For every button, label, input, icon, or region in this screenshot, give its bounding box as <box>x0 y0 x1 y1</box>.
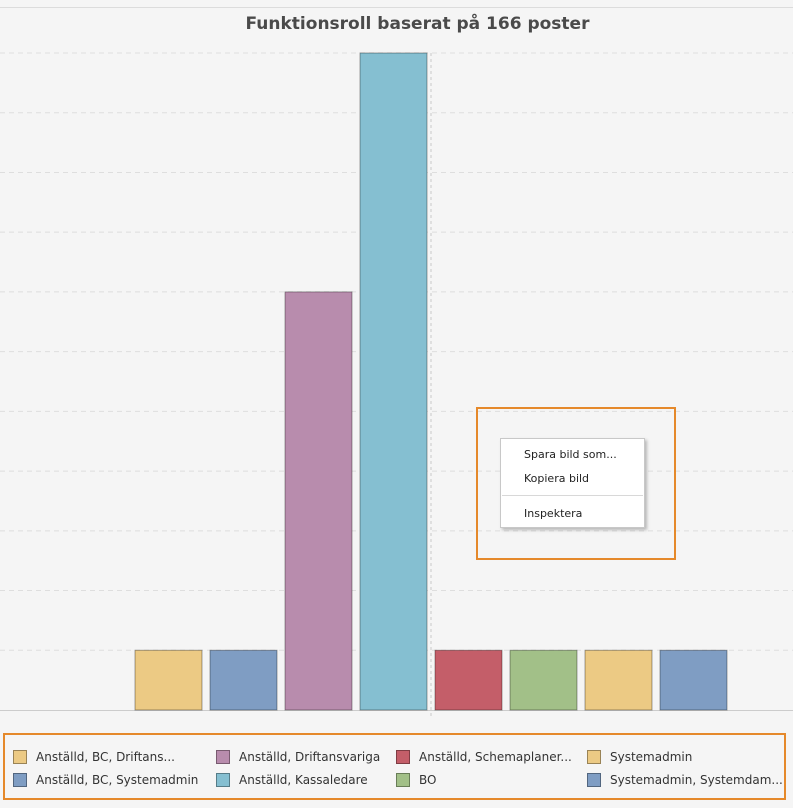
top-border <box>0 7 793 8</box>
inspect-menu-item[interactable]: Inspektera <box>524 507 583 520</box>
context-menu: Spara bild som... Kopiera bild Inspekter… <box>500 438 645 528</box>
bar-7 <box>584 649 653 711</box>
bar-8 <box>659 649 728 711</box>
menu-separator <box>502 495 643 496</box>
legend-swatch <box>216 750 230 764</box>
legend-label: Systemadmin, Systemdam... <box>610 773 783 787</box>
legend-label: Anställd, Kassaledare <box>239 773 368 787</box>
legend-swatch <box>587 750 601 764</box>
legend-swatch <box>396 750 410 764</box>
legend-label: Anställd, BC, Driftans... <box>36 750 175 764</box>
chart-title: Funktionsroll baserat på 166 poster <box>245 14 590 34</box>
context-menu-highlight <box>476 407 676 560</box>
legend-swatch <box>13 750 27 764</box>
legend-label: BO <box>419 773 437 787</box>
bar-3 <box>284 291 353 711</box>
copy-image-menu-item[interactable]: Kopiera bild <box>524 472 590 485</box>
bar-4 <box>359 52 428 711</box>
legend-label: Anställd, Schemaplaner... <box>419 750 572 764</box>
legend-label: Systemadmin <box>610 750 693 764</box>
legend-swatch <box>587 773 601 787</box>
bar-2 <box>209 649 278 711</box>
legend-swatch <box>396 773 410 787</box>
legend-label: Anställd, Driftansvariga <box>239 750 381 764</box>
legend-swatch <box>13 773 27 787</box>
bar-1 <box>134 649 203 711</box>
bar-5 <box>434 649 503 711</box>
bar-6 <box>509 649 578 711</box>
save-image-menu-item[interactable]: Spara bild som... <box>524 448 617 461</box>
legend-label: Anställd, BC, Systemadmin <box>36 773 199 787</box>
chart-legend: Anställd, BC, Driftans... Anställd, Drif… <box>3 733 786 800</box>
bar-chart <box>0 52 793 716</box>
legend-swatch <box>216 773 230 787</box>
